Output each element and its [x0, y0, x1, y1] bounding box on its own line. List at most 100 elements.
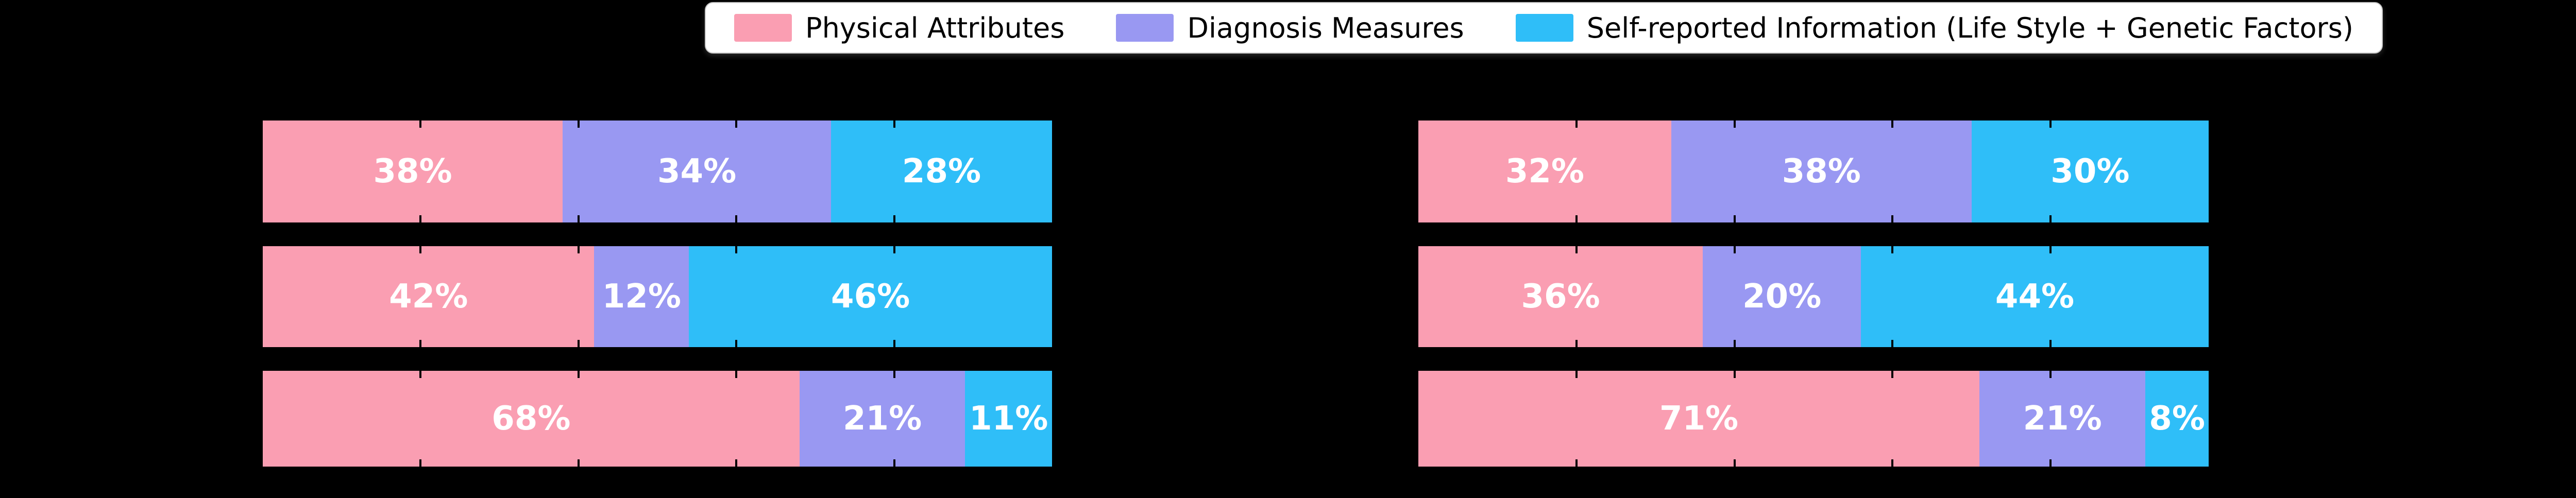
legend-swatch-physical-attributes-icon — [734, 14, 792, 42]
axis-tick — [735, 371, 738, 378]
bar-value-label: 38% — [1782, 152, 1861, 191]
bar-value-label: 32% — [1505, 152, 1585, 191]
axis-tick — [419, 121, 422, 128]
axis-tick — [1733, 371, 1736, 378]
legend-swatch-diagnosis-measures-icon — [1116, 14, 1174, 42]
axis-tick — [2049, 121, 2052, 128]
legend-label: Physical Attributes — [805, 11, 1065, 44]
axis-tick — [735, 121, 738, 128]
axis-tick — [1891, 371, 1894, 378]
stacked-bar: 42% 12% 46% — [263, 246, 1052, 347]
bar-segment: 42% — [263, 246, 595, 347]
legend-label: Self-reported Information (Life Style + … — [1586, 11, 2353, 44]
axis-tick — [1733, 215, 1736, 222]
axis-tick — [2049, 371, 2052, 378]
axis-tick — [1575, 371, 1578, 378]
bar-value-label: 28% — [902, 152, 981, 191]
bar-segment: 21% — [799, 371, 965, 467]
axis-tick — [2049, 215, 2052, 222]
stacked-bar-panel-1: 38% 34% 28% 42% 12% 46% 68% 21% 11% — [263, 121, 1052, 467]
bar-value-label: 8% — [2149, 400, 2205, 438]
bar-segment: 68% — [263, 371, 800, 467]
bar-segment: 38% — [1671, 121, 1972, 222]
axis-tick — [1575, 340, 1578, 347]
axis-tick — [419, 340, 422, 347]
axis-tick — [735, 246, 738, 253]
axis-tick — [1733, 246, 1736, 253]
bar-value-label: 46% — [831, 278, 910, 316]
axis-tick — [577, 340, 580, 347]
axis-tick — [577, 215, 580, 222]
axis-tick — [893, 121, 895, 128]
axis-tick — [419, 215, 422, 222]
bar-value-label: 71% — [1659, 400, 1739, 438]
axis-tick — [1891, 340, 1894, 347]
legend-item-diagnosis-measures: Diagnosis Measures — [1116, 12, 1464, 44]
axis-tick — [419, 371, 422, 378]
stacked-bar: 71% 21% 8% — [1418, 371, 2209, 467]
axis-tick — [2049, 459, 2052, 467]
axis-tick — [2049, 246, 2052, 253]
legend-item-physical-attributes: Physical Attributes — [734, 12, 1064, 44]
axis-tick — [577, 459, 580, 467]
axis-tick — [577, 121, 580, 128]
bar-value-label: 68% — [492, 400, 571, 438]
bar-value-label: 21% — [843, 400, 922, 438]
bar-value-label: 20% — [1742, 278, 1822, 316]
legend-swatch-self-reported-information-icon — [1515, 14, 1573, 42]
bar-value-label: 11% — [969, 400, 1048, 438]
stacked-bar: 36% 20% 44% — [1418, 246, 2209, 347]
legend-item-self-reported-information: Self-reported Information (Life Style + … — [1515, 11, 2353, 44]
bar-segment: 20% — [1703, 246, 1861, 347]
axis-tick — [1575, 459, 1578, 467]
axis-tick — [1733, 121, 1736, 128]
bar-value-label: 34% — [657, 152, 737, 191]
legend-label: Diagnosis Measures — [1187, 11, 1464, 44]
bar-segment: 21% — [1979, 371, 2146, 467]
legend: Physical Attributes Diagnosis Measures S… — [705, 2, 2383, 54]
bar-value-label: 30% — [2050, 152, 2130, 191]
bar-segment: 44% — [1861, 246, 2209, 347]
bar-value-label: 36% — [1521, 278, 1600, 316]
bar-value-label: 44% — [1995, 278, 2075, 316]
bar-segment: 11% — [965, 371, 1052, 467]
axis-tick — [893, 246, 895, 253]
bar-segment: 28% — [831, 121, 1052, 222]
axis-tick — [735, 215, 738, 222]
bar-value-label: 42% — [389, 278, 468, 316]
axis-tick — [1575, 246, 1578, 253]
axis-tick — [893, 215, 895, 222]
axis-tick — [1891, 459, 1894, 467]
axis-tick — [1575, 121, 1578, 128]
stacked-bar: 38% 34% 28% — [263, 121, 1052, 222]
bar-value-label: 38% — [373, 152, 452, 191]
bar-segment: 34% — [563, 121, 832, 222]
axis-tick — [577, 371, 580, 378]
axis-tick — [1733, 459, 1736, 467]
bar-segment: 30% — [1971, 121, 2209, 222]
bar-segment: 46% — [689, 246, 1052, 347]
axis-tick — [419, 459, 422, 467]
stacked-bar: 32% 38% 30% — [1418, 121, 2209, 222]
axis-tick — [1891, 121, 1894, 128]
axis-tick — [893, 371, 895, 378]
axis-tick — [735, 459, 738, 467]
axis-tick — [419, 246, 422, 253]
axis-tick — [1575, 215, 1578, 222]
bar-segment: 36% — [1418, 246, 1703, 347]
axis-tick — [893, 340, 895, 347]
bar-segment: 12% — [594, 246, 689, 347]
axis-tick — [2049, 340, 2052, 347]
bar-value-label: 21% — [2023, 400, 2102, 438]
axis-tick — [893, 459, 895, 467]
bar-segment: 8% — [2145, 371, 2209, 467]
axis-tick — [577, 246, 580, 253]
axis-tick — [735, 340, 738, 347]
stacked-bar-panel-2: 32% 38% 30% 36% 20% 44% 71% 21% 8% — [1418, 121, 2209, 467]
bar-value-label: 12% — [602, 278, 681, 316]
axis-tick — [1891, 246, 1894, 253]
bar-segment: 71% — [1418, 371, 1980, 467]
axis-tick — [1891, 215, 1894, 222]
stacked-bar: 68% 21% 11% — [263, 371, 1052, 467]
bar-segment: 38% — [263, 121, 563, 222]
